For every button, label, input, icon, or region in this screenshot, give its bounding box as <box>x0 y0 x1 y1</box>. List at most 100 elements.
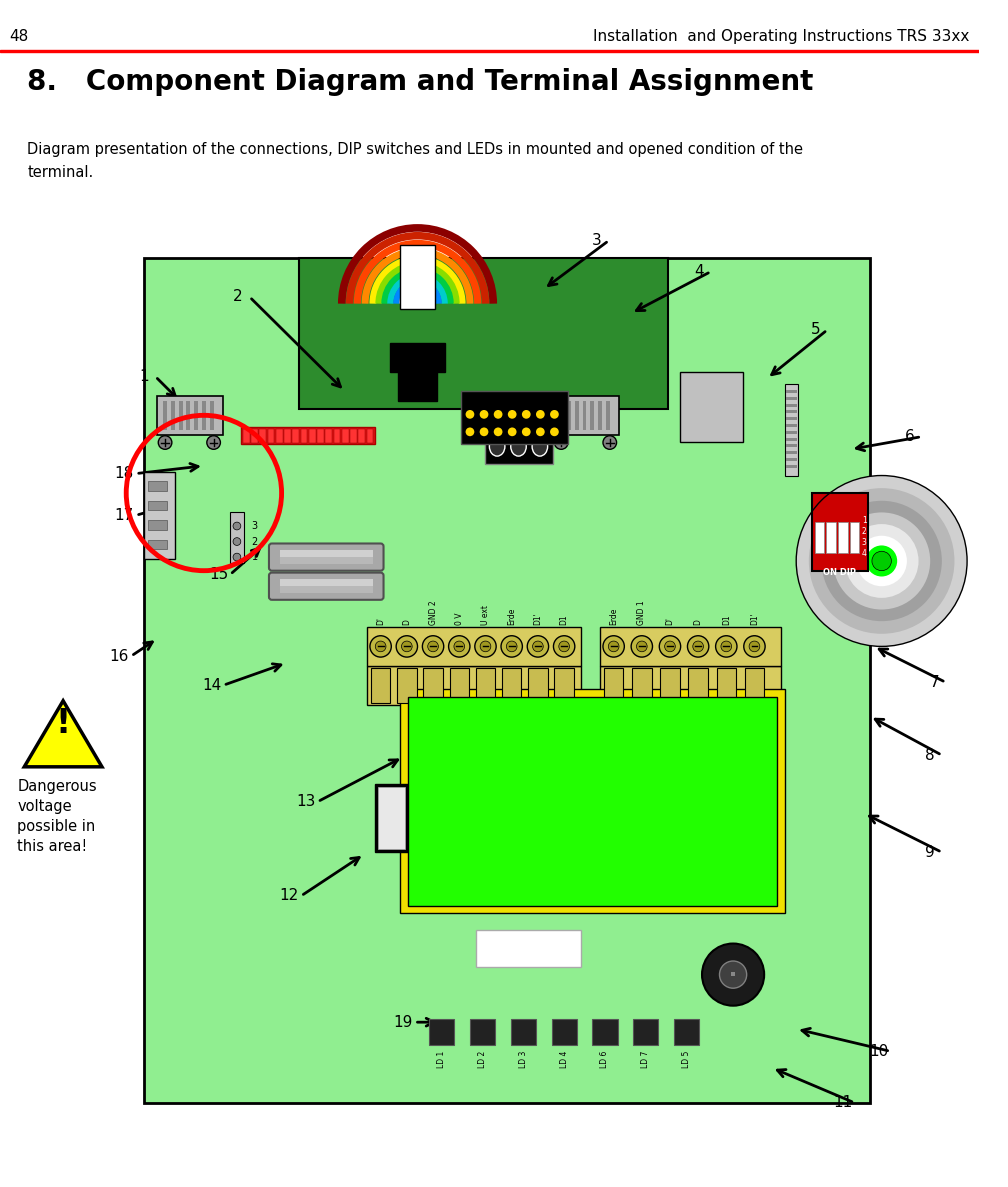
Circle shape <box>822 501 941 621</box>
Bar <box>679 372 743 442</box>
Ellipse shape <box>511 437 526 456</box>
Bar <box>147 520 167 529</box>
Bar <box>591 401 595 430</box>
Circle shape <box>857 535 907 586</box>
Text: Diagram presentation of the connections, DIP switches and LEDs in mounted and op: Diagram presentation of the connections,… <box>27 141 803 157</box>
Bar <box>367 627 581 666</box>
Bar <box>243 429 250 443</box>
Bar <box>688 668 708 703</box>
Bar <box>568 401 571 430</box>
Bar <box>785 465 797 468</box>
Bar <box>163 401 167 430</box>
Circle shape <box>449 636 470 658</box>
Circle shape <box>466 410 475 419</box>
Bar <box>367 666 581 705</box>
Bar <box>674 1020 700 1045</box>
Ellipse shape <box>489 437 505 456</box>
Circle shape <box>866 546 897 577</box>
Bar <box>147 482 167 491</box>
Circle shape <box>375 641 386 652</box>
Text: Erde: Erde <box>609 608 618 626</box>
Circle shape <box>720 961 747 989</box>
Bar <box>559 401 563 430</box>
Circle shape <box>480 427 489 436</box>
Text: Erde: Erde <box>486 407 495 429</box>
Text: D': D' <box>665 617 674 626</box>
Bar <box>367 429 373 443</box>
Text: Erde: Erde <box>507 608 516 626</box>
Circle shape <box>506 641 517 652</box>
Circle shape <box>692 641 704 652</box>
Circle shape <box>702 944 764 1005</box>
Bar <box>450 668 469 703</box>
Circle shape <box>536 427 544 436</box>
Bar <box>785 451 797 455</box>
Bar <box>429 1020 455 1045</box>
Bar <box>838 522 848 553</box>
Bar <box>390 343 445 372</box>
Text: U ext: U ext <box>481 605 490 626</box>
Text: D': D' <box>376 617 385 626</box>
Text: LD 5: LD 5 <box>682 1050 690 1068</box>
Bar <box>785 391 797 393</box>
Text: 0 V: 0 V <box>507 413 516 429</box>
Circle shape <box>550 410 558 419</box>
Bar <box>811 493 868 571</box>
Bar <box>195 401 199 430</box>
Text: 6: 6 <box>905 430 914 444</box>
Circle shape <box>158 436 171 450</box>
Bar <box>378 787 405 850</box>
Bar <box>785 458 797 461</box>
Bar <box>598 401 602 430</box>
Bar <box>326 429 332 443</box>
Circle shape <box>687 636 709 658</box>
Circle shape <box>532 641 543 652</box>
Bar <box>476 668 495 703</box>
Bar <box>470 1020 495 1045</box>
Bar <box>785 424 797 427</box>
Circle shape <box>475 636 496 658</box>
Bar <box>528 668 547 703</box>
Bar <box>553 396 620 434</box>
Bar <box>717 668 736 703</box>
Bar <box>850 522 859 553</box>
Text: 15: 15 <box>209 567 228 582</box>
Bar <box>144 258 870 1103</box>
Bar <box>408 697 777 906</box>
Text: 3: 3 <box>251 521 258 531</box>
Text: 1
2
3
4: 1 2 3 4 <box>862 515 867 558</box>
Circle shape <box>833 513 930 609</box>
Circle shape <box>480 410 489 419</box>
Circle shape <box>522 427 530 436</box>
Text: LD 3: LD 3 <box>519 1050 528 1068</box>
Bar <box>785 444 797 447</box>
FancyBboxPatch shape <box>269 572 383 599</box>
Bar <box>604 668 623 703</box>
Bar <box>178 401 182 430</box>
Bar <box>785 418 797 420</box>
Circle shape <box>494 410 502 419</box>
Circle shape <box>536 410 544 419</box>
Text: GND 2: GND 2 <box>428 601 437 626</box>
Text: D1: D1 <box>559 615 569 626</box>
Bar <box>600 666 780 705</box>
Circle shape <box>396 636 417 658</box>
Text: 14: 14 <box>202 678 222 693</box>
Bar <box>267 429 274 443</box>
Circle shape <box>872 551 891 571</box>
Circle shape <box>401 641 412 652</box>
Text: 19: 19 <box>393 1015 412 1029</box>
Text: Installation  and Operating Instructions TRS 33xx: Installation and Operating Instructions … <box>593 28 969 44</box>
Bar <box>279 579 373 594</box>
Bar <box>334 429 341 443</box>
Circle shape <box>466 427 475 436</box>
Bar <box>202 401 206 430</box>
Bar <box>279 586 373 594</box>
Text: LD 4: LD 4 <box>559 1050 569 1068</box>
Bar <box>476 929 581 967</box>
Bar <box>785 396 797 400</box>
Circle shape <box>796 476 967 647</box>
Circle shape <box>508 427 516 436</box>
Circle shape <box>608 641 619 652</box>
Circle shape <box>808 488 955 634</box>
